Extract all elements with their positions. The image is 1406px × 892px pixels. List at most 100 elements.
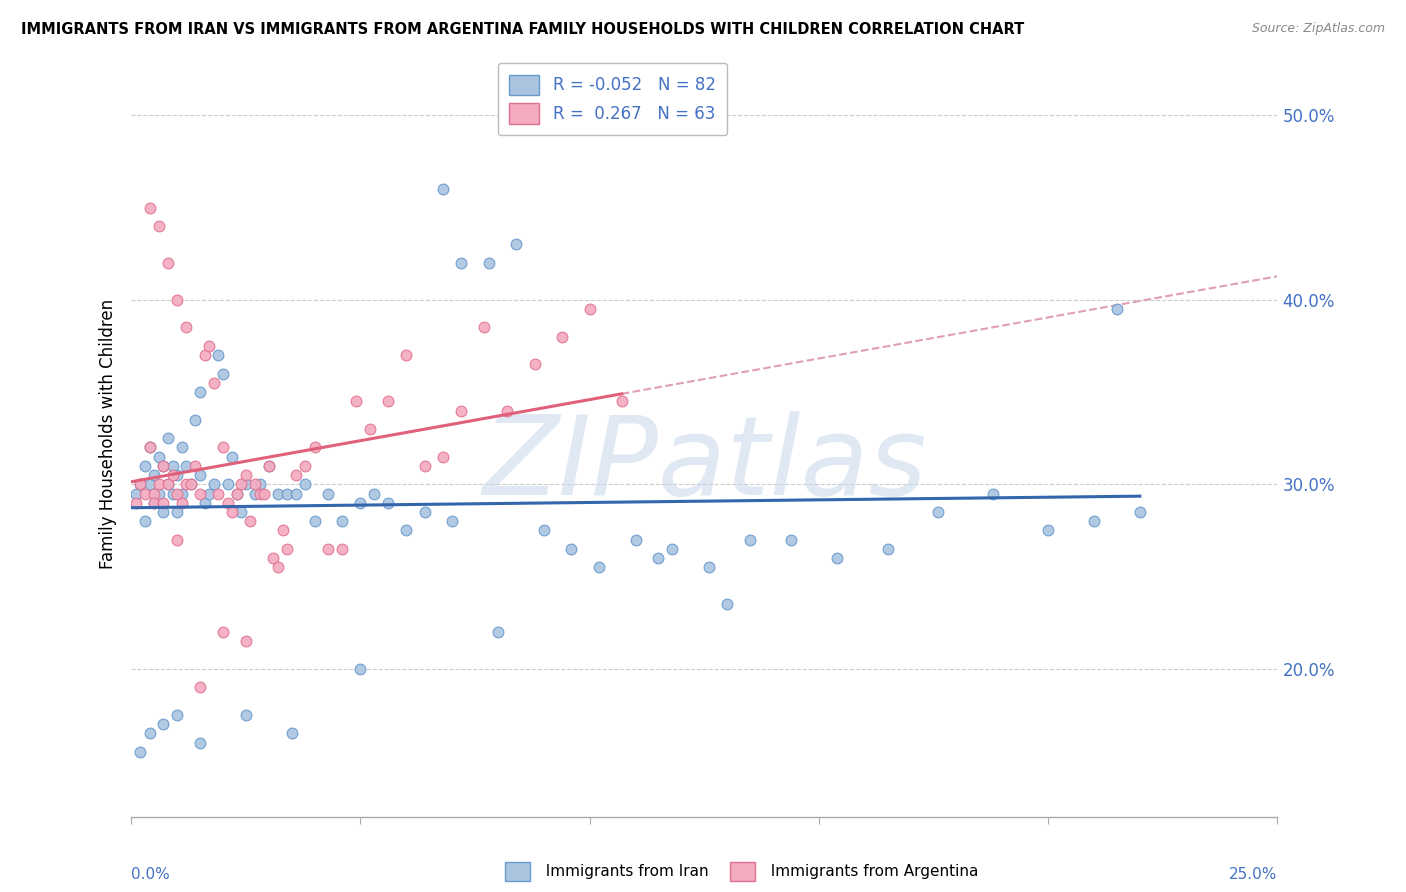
Point (152, 505, 174, 519)
Point (221, 450, 243, 464)
Point (523, 358, 546, 372)
Point (716, 597, 738, 611)
Point (170, 441, 193, 455)
Point (413, 505, 436, 519)
Text: 0.0%: 0.0% (131, 867, 170, 881)
Point (377, 496, 399, 510)
Point (166, 468, 188, 483)
Point (235, 634, 257, 648)
Point (152, 496, 174, 510)
Point (267, 560, 290, 574)
Point (330, 541, 353, 556)
Point (276, 486, 298, 500)
Point (166, 533, 188, 547)
Point (533, 524, 555, 538)
Point (202, 477, 225, 491)
Point (1083, 514, 1105, 528)
Point (129, 477, 152, 491)
Point (432, 450, 454, 464)
Point (198, 486, 221, 500)
Point (294, 477, 316, 491)
Point (624, 533, 647, 547)
Point (344, 394, 367, 409)
Point (359, 422, 381, 436)
Point (180, 477, 202, 491)
Point (166, 486, 188, 500)
Point (134, 514, 156, 528)
Point (505, 237, 527, 252)
Point (496, 403, 519, 417)
Point (377, 394, 399, 409)
Point (156, 256, 179, 270)
Point (125, 496, 148, 510)
Point (180, 477, 202, 491)
Point (294, 458, 316, 473)
Point (239, 514, 262, 528)
Point (413, 458, 436, 473)
Point (551, 329, 574, 343)
Point (212, 367, 235, 381)
Point (235, 468, 257, 483)
Point (225, 486, 247, 500)
Point (184, 413, 207, 427)
Point (231, 505, 253, 519)
Point (143, 468, 166, 483)
Point (349, 496, 371, 510)
Point (231, 477, 253, 491)
Point (876, 541, 898, 556)
Point (472, 320, 495, 334)
Point (253, 486, 276, 500)
Point (243, 486, 266, 500)
Point (661, 541, 683, 556)
Point (257, 458, 280, 473)
Text: IMMIGRANTS FROM IRAN VS IMMIGRANTS FROM ARGENTINA FAMILY HOUSEHOLDS WITH CHILDRE: IMMIGRANTS FROM IRAN VS IMMIGRANTS FROM … (21, 22, 1025, 37)
Point (194, 496, 217, 510)
Point (235, 477, 257, 491)
Point (780, 533, 803, 547)
Point (162, 458, 184, 473)
Point (152, 458, 174, 473)
Point (170, 496, 193, 510)
Point (217, 496, 239, 510)
Point (271, 524, 294, 538)
Point (207, 348, 229, 362)
Point (125, 486, 148, 500)
Point (174, 320, 197, 334)
Point (188, 736, 211, 750)
Point (249, 477, 271, 491)
Point (188, 468, 211, 483)
Point (194, 348, 217, 362)
Point (184, 458, 207, 473)
Point (1036, 524, 1059, 538)
Point (221, 505, 243, 519)
Point (647, 551, 669, 566)
Point (138, 441, 160, 455)
Point (129, 745, 152, 759)
Text: Source: ZipAtlas.com: Source: ZipAtlas.com (1251, 22, 1385, 36)
Point (207, 486, 229, 500)
Point (148, 486, 170, 500)
Point (174, 477, 197, 491)
Point (243, 477, 266, 491)
Point (280, 726, 302, 740)
Point (318, 486, 340, 500)
Y-axis label: Family Households with Children: Family Households with Children (100, 299, 117, 569)
Point (166, 708, 188, 723)
Point (395, 524, 418, 538)
Point (697, 560, 720, 574)
Point (395, 348, 418, 362)
Point (304, 441, 326, 455)
Point (156, 431, 179, 445)
Point (212, 625, 235, 640)
Point (156, 477, 179, 491)
Point (143, 496, 166, 510)
Point (441, 514, 464, 528)
Point (217, 477, 239, 491)
Point (349, 662, 371, 676)
Point (588, 560, 610, 574)
Point (318, 541, 340, 556)
Point (1129, 505, 1152, 519)
Point (198, 339, 221, 353)
Point (138, 477, 160, 491)
Point (285, 486, 308, 500)
